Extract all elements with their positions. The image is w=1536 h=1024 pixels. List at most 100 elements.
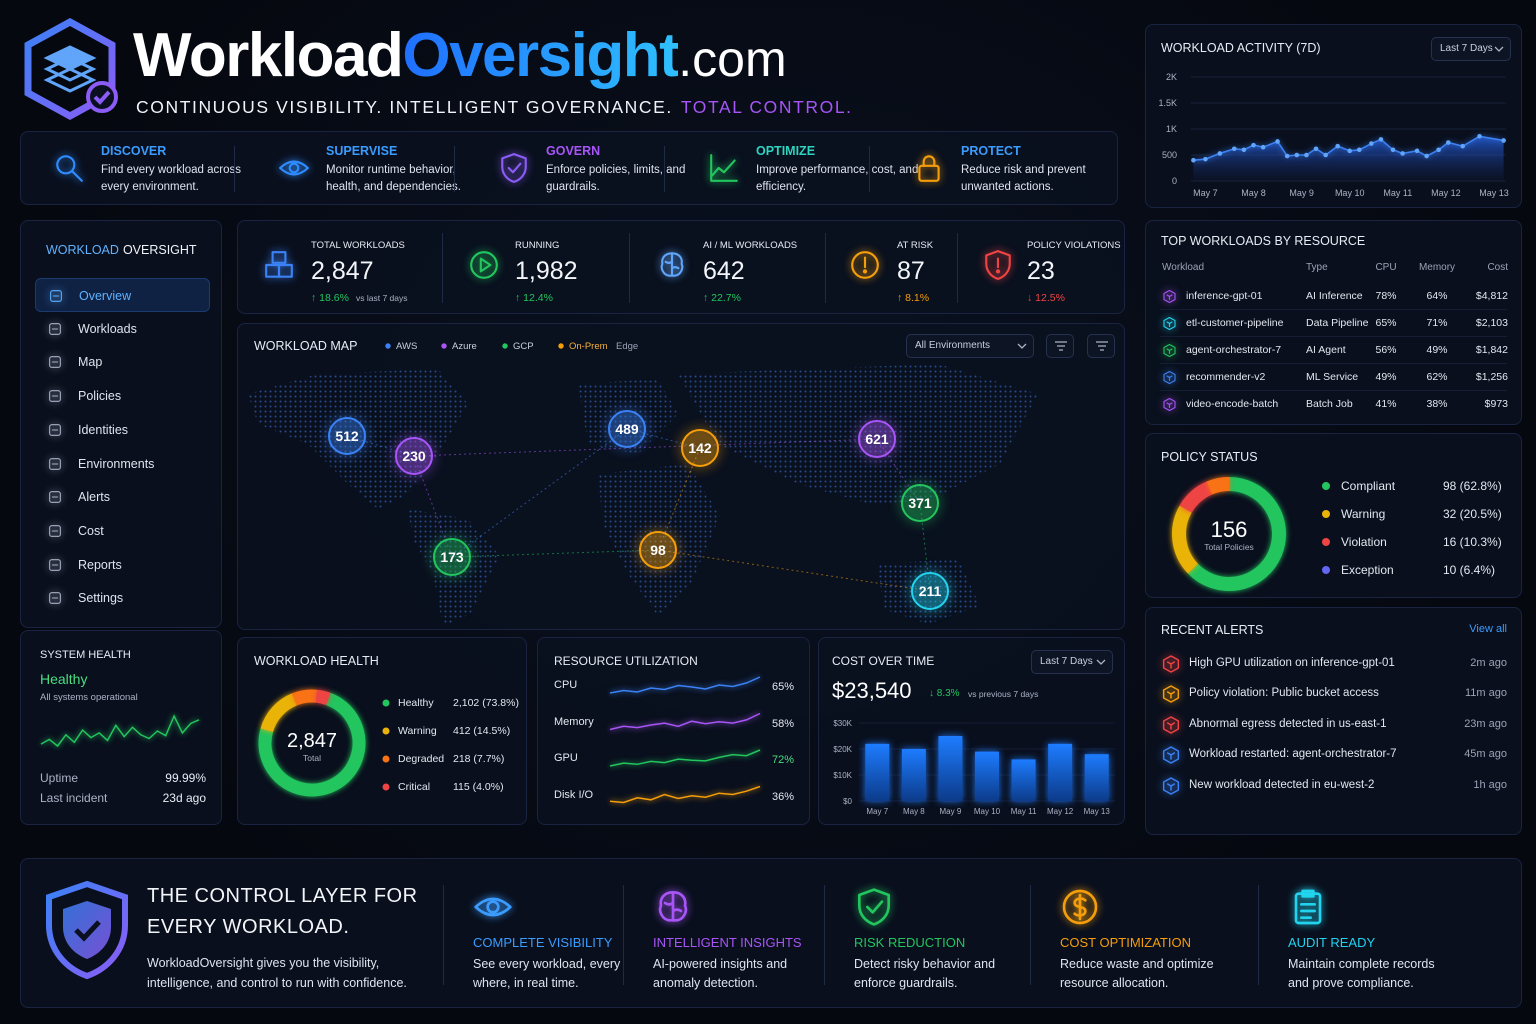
icon-part	[479, 257, 492, 273]
cluster-count: 230	[402, 448, 426, 464]
icon-part	[486, 900, 500, 914]
nav-item[interactable]: Overview	[35, 278, 210, 312]
nav-item[interactable]: Reports	[35, 548, 210, 582]
y-tick-label: 500	[1162, 150, 1177, 160]
nav-item[interactable]: Cost	[35, 514, 210, 548]
point	[1436, 147, 1441, 153]
bar	[1048, 743, 1073, 801]
dropdown[interactable]: Last 7 Days	[1031, 650, 1113, 674]
icon	[1163, 343, 1176, 358]
icon-part	[664, 252, 680, 277]
legend-swatch	[1322, 482, 1330, 490]
column-header: Type	[1306, 262, 1328, 273]
nav-item[interactable]: Settings	[35, 581, 210, 615]
shield-inner	[63, 901, 111, 959]
logo-hex	[24, 18, 116, 120]
cost-over-time: COST OVER TIME Last 7 Days $23,540 ↓ 8.3% vs…	[818, 637, 1125, 825]
nav-item[interactable]: Identities	[35, 413, 210, 447]
resource-name: Memory	[554, 715, 594, 728]
view-all-link[interactable]: View all	[1469, 623, 1507, 635]
y-tick-label: 0	[1172, 176, 1177, 186]
footer-title: EVERY WORKLOAD.	[147, 916, 350, 938]
footer-title: THE CONTROL LAYER FOR	[147, 885, 418, 907]
nav-item[interactable]: Alerts	[35, 480, 210, 514]
stat-label: Uptime	[40, 771, 79, 785]
icon-part	[1166, 691, 1176, 700]
icon-part	[995, 269, 1001, 274]
icon	[658, 891, 688, 922]
dropdown[interactable]: All Environments	[906, 334, 1034, 358]
legend-label: Exception	[1341, 563, 1394, 577]
kpi-value: 1,982	[515, 257, 578, 285]
point	[1203, 156, 1208, 162]
logo-layer	[43, 56, 97, 82]
icon-part	[49, 525, 61, 537]
icon	[49, 525, 61, 537]
stat-label: Last incident	[40, 791, 108, 805]
resource-value: 65%	[771, 681, 794, 693]
workload-health: WORKLOAD HEALTH 2,847 Total Healthy 2,102 (7…	[237, 637, 527, 825]
cell: 38%	[1426, 398, 1448, 410]
continent	[598, 464, 720, 616]
point	[1390, 147, 1396, 153]
icon-button[interactable]	[1046, 334, 1074, 358]
icon-part	[1166, 294, 1173, 301]
x-tick-label: May 10	[974, 807, 1001, 816]
dropdown[interactable]: Last 7 Days	[1431, 37, 1511, 61]
icon-part	[711, 159, 736, 177]
nav-item[interactable]: Environments	[35, 447, 210, 481]
divider	[957, 233, 958, 303]
nav-item[interactable]: Workloads	[35, 312, 210, 346]
icon-part	[277, 263, 293, 278]
cell: 64%	[1426, 290, 1448, 302]
point	[1284, 153, 1290, 159]
icon	[1294, 889, 1322, 925]
icon-part	[49, 356, 61, 369]
pillar-title: SUPERVISE	[326, 144, 398, 158]
cell: 71%	[1426, 317, 1448, 329]
icon-part	[507, 162, 522, 174]
label: Last 7 Days	[1040, 656, 1093, 667]
icon	[660, 252, 684, 277]
cluster-count: 98	[650, 542, 666, 558]
feature-title: COST OPTIMIZATION	[1060, 935, 1191, 950]
feature-text: Detect risky behavior and enforce guardr…	[854, 957, 996, 990]
bar	[938, 736, 963, 801]
alert-time: 11m ago	[1465, 687, 1507, 700]
cluster	[901, 484, 939, 522]
panel-title: RESOURCE UTILIZATION	[554, 654, 698, 668]
nav-item[interactable]: Map	[35, 345, 210, 379]
point	[1231, 146, 1237, 152]
icon-part	[1166, 402, 1173, 409]
icon	[1162, 716, 1180, 734]
column-header: Memory	[1418, 262, 1456, 273]
donut-segment	[1187, 477, 1286, 591]
shield-outer	[46, 880, 128, 980]
resource-value: 36%	[771, 790, 794, 803]
connection	[413, 438, 878, 457]
x-tick-label: May 9	[1289, 188, 1314, 198]
nav-label: Reports	[78, 557, 122, 572]
row-divider	[1160, 363, 1507, 364]
legend-label: Warning	[1341, 507, 1386, 521]
cell: AI Inference	[1306, 290, 1363, 302]
bar	[1011, 759, 1036, 801]
world-map: 512 230 489 142 621 371 173 98 211	[248, 343, 1038, 626]
icon	[279, 160, 309, 176]
icon-part	[922, 155, 936, 167]
nav-item[interactable]: Policies	[35, 379, 210, 413]
bar	[975, 751, 999, 801]
point	[1294, 152, 1300, 158]
kpi-note: vs last 7 days	[356, 293, 408, 303]
cost-change: ↓ 8.3%	[929, 688, 960, 699]
center-value: 156	[1211, 517, 1248, 542]
x-tick-label: May 12	[1047, 807, 1074, 816]
icon	[858, 888, 890, 926]
chevron-path	[1096, 659, 1106, 665]
icon-button[interactable]	[1087, 334, 1115, 358]
icon	[1162, 685, 1180, 704]
cluster	[395, 437, 433, 475]
icon-part	[49, 423, 61, 436]
legend-label: Edge	[616, 341, 639, 352]
